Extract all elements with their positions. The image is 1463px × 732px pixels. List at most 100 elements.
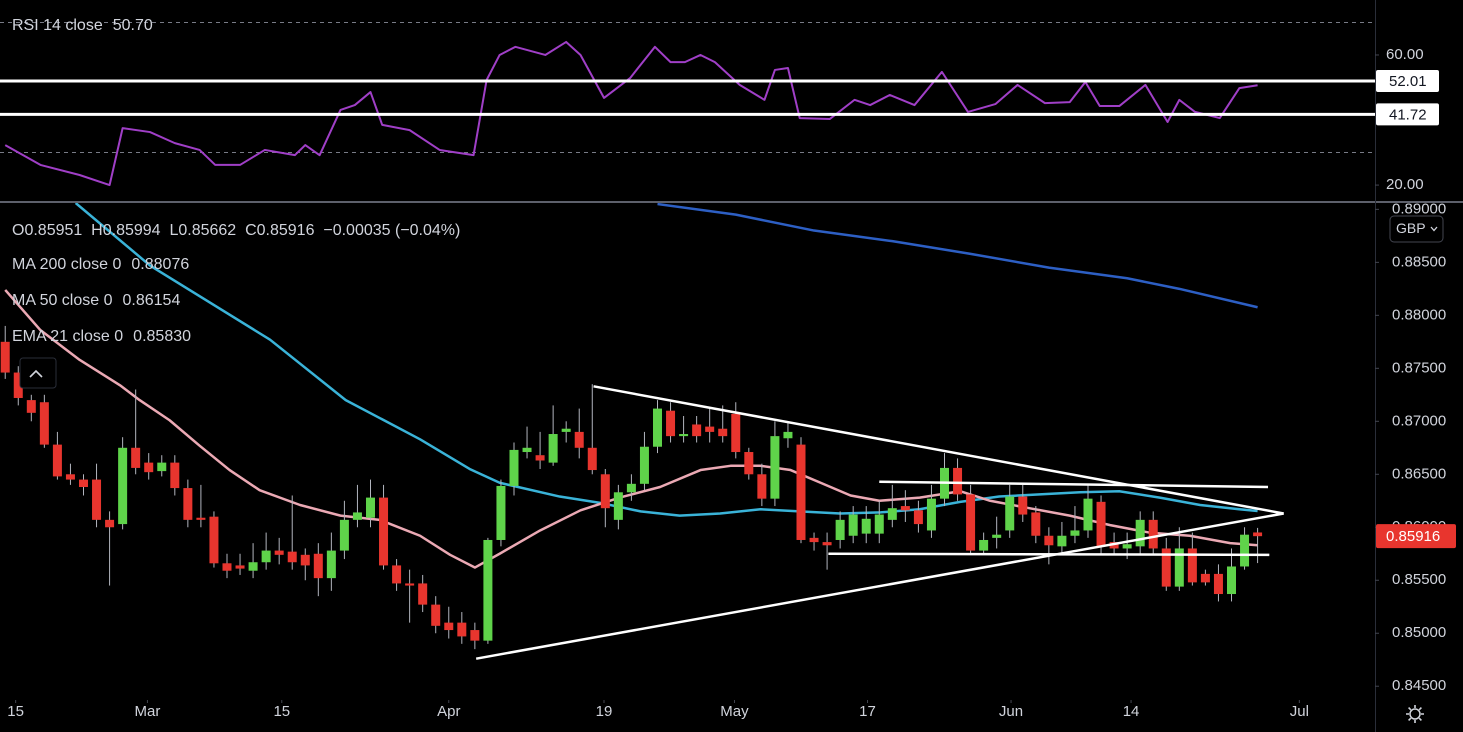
candle-body (1057, 535, 1067, 547)
candle-body (979, 539, 989, 551)
y-tick-label: 0.84500 (1392, 677, 1446, 694)
indicator-value: 0.85830 (133, 328, 191, 345)
moving-average-line (74, 203, 1258, 517)
y-tick-label: 0.87000 (1392, 412, 1446, 429)
candle-body (13, 372, 23, 398)
trendline (593, 385, 1284, 515)
candle-body (1226, 566, 1236, 595)
candle-body (587, 447, 597, 471)
candle-body (92, 479, 102, 520)
candle-body (1018, 496, 1028, 515)
rsi-line (4, 40, 1258, 187)
chevron-icon (1430, 226, 1438, 232)
y-tick-label: 60.00 (1386, 46, 1424, 63)
button-frame[interactable] (1389, 215, 1444, 243)
candle-body (274, 550, 284, 555)
y-tick-label: 0.88000 (1392, 306, 1446, 323)
currency-button[interactable]: GBP (1389, 215, 1444, 243)
candle-body (822, 542, 832, 546)
candle-body (913, 510, 923, 525)
candle-body (105, 519, 115, 528)
candle-body (1031, 512, 1041, 536)
candle-body (953, 467, 963, 495)
candle-body (783, 431, 793, 439)
x-tick-label: Mar (134, 703, 160, 720)
level-label: 52.01 (1389, 73, 1427, 90)
candle-body (339, 519, 349, 551)
candle-body (1135, 519, 1145, 547)
y-tick-label: 20.00 (1386, 176, 1424, 193)
candle-body (522, 447, 532, 453)
rsi-pane (0, 21, 1375, 187)
trendline (828, 552, 1270, 557)
y-tick-label: 0.88500 (1392, 253, 1446, 270)
candle-body (418, 583, 428, 605)
x-tick-label: 15 (7, 703, 24, 720)
candle-body (809, 537, 819, 543)
candle-body (157, 462, 167, 472)
candle-body (600, 474, 610, 509)
candle-body (574, 431, 584, 448)
candle-body (992, 534, 1002, 538)
y-tick-label: 0.86500 (1392, 465, 1446, 482)
currency-label[interactable]: GBP (1396, 220, 1426, 236)
candle-body (209, 516, 219, 564)
x-tick-label: 14 (1123, 703, 1140, 720)
candle-body (1096, 501, 1106, 547)
candle-body (548, 434, 558, 463)
indicator-name: MA 200 close 0 (12, 256, 122, 273)
y-tick-label: 0.85500 (1392, 571, 1446, 588)
indicator-value: 0.86154 (123, 292, 181, 309)
axes: 20.0060.000.845000.850000.855000.860000.… (7, 46, 1446, 720)
candle-body (705, 426, 715, 432)
candle-body (65, 474, 75, 480)
arrow-icon (29, 369, 43, 378)
indicator-name: MA 50 close 0 (12, 292, 113, 309)
gear-icon[interactable] (1409, 708, 1421, 720)
x-tick-label: Apr (437, 703, 460, 720)
candle-body (170, 462, 180, 489)
x-tick-label: Jun (999, 703, 1023, 720)
candle-body (0, 341, 10, 373)
candle-body (1109, 542, 1119, 549)
x-tick-label: 17 (859, 703, 876, 720)
candle-body (1161, 548, 1171, 587)
candle-body (222, 563, 232, 571)
candle-body (613, 492, 623, 520)
candle-body (561, 428, 571, 432)
candle-body (483, 539, 493, 641)
candle-body (431, 604, 441, 626)
candle-body (1044, 535, 1054, 546)
candle-body (144, 462, 154, 473)
candle-body (379, 497, 389, 566)
candle-body (300, 554, 310, 566)
indicator-name: EMA 21 close 0 (12, 328, 123, 345)
trendline (475, 512, 1284, 660)
settings-button[interactable] (1406, 705, 1424, 723)
candle-body (1253, 532, 1263, 537)
candle-body (1200, 573, 1210, 583)
candle-body (52, 444, 62, 477)
candle-body (78, 479, 88, 487)
candle-body (639, 446, 649, 484)
x-tick-label: May (720, 703, 749, 720)
indicator-value: 50.70 (113, 17, 153, 34)
candle-body (39, 402, 49, 445)
candle-body (457, 622, 467, 637)
collapse-button[interactable] (19, 357, 57, 389)
level-label: 41.72 (1389, 106, 1427, 123)
candle-body (1213, 573, 1223, 595)
candle-body (626, 483, 636, 493)
candle-body (352, 512, 362, 520)
x-tick-label: 19 (596, 703, 613, 720)
level-tag (1376, 69, 1439, 92)
candle-body (183, 488, 193, 520)
candle-body (796, 444, 806, 540)
candle-body (666, 410, 676, 437)
candle-body (496, 485, 506, 540)
candle-body (1083, 498, 1093, 531)
gear-teeth (1406, 705, 1424, 723)
candle-body (861, 518, 871, 534)
candle-body (248, 562, 258, 571)
